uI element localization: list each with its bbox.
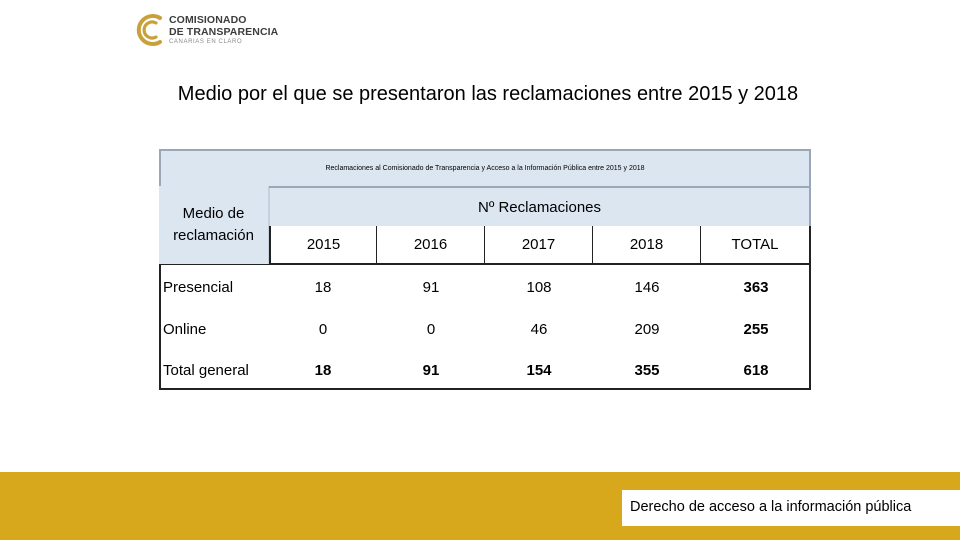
table-cell: 154 [526,361,552,379]
claims-table: Reclamaciones al Comisionado de Transpar… [159,149,811,390]
column-header: TOTAL [701,226,811,264]
logo-c-icon [136,14,162,46]
footer-label-box [622,490,960,526]
table-cell-total: 255 [743,320,769,338]
table-cell: 0 [426,320,436,338]
logo-line-1: COMISIONADO [169,14,247,26]
table-cell: 91 [422,361,440,379]
slide-title: Medio por el que se presentaron las recl… [177,83,799,105]
table-cell: 108 [526,278,552,296]
table-cell: 146 [634,278,660,296]
table-cell: 91 [422,278,440,296]
table-cell-total: 363 [743,278,769,296]
column-header: 2015 [269,226,377,264]
table-cell: 18 [314,361,332,379]
column-header: 2016 [377,226,485,264]
row-header: Medio de reclamación [159,186,269,264]
table-cell: 209 [634,320,660,338]
group-header: Nº Reclamaciones [269,188,811,226]
table-caption: Reclamaciones al Comisionado de Transpar… [159,149,811,188]
table-cell: 355 [634,361,660,379]
table-body [159,264,811,390]
logo-tagline: CANARIAS EN CLARO [169,39,243,45]
logo-line-2: DE TRANSPARENCIA [169,25,279,38]
table-cell: 46 [530,320,548,338]
column-header: 2017 [485,226,593,264]
footer-text: Derecho de acceso a la información públi… [630,499,912,515]
row-label: Total general [163,361,249,379]
table-cell: 0 [318,320,328,338]
column-header: 2018 [593,226,701,264]
row-label: Presencial [163,278,234,296]
table-cell-total: 618 [743,361,769,379]
comisionado-logo: COMISIONADO DE TRANSPARENCIA CANARIAS EN… [133,12,283,52]
row-label: Online [163,320,207,338]
table-cell: 18 [314,278,332,296]
